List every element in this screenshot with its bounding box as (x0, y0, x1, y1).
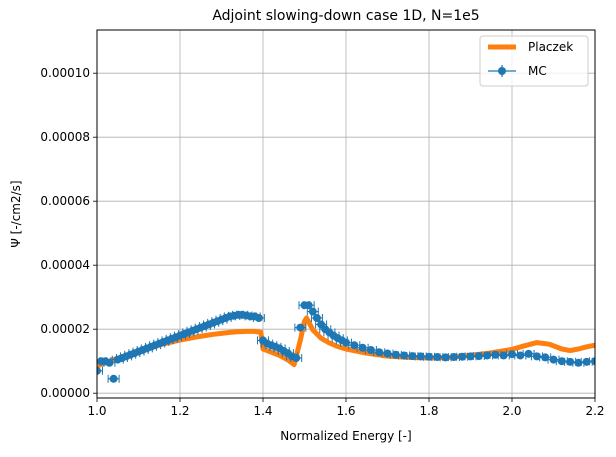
mc-point (458, 352, 467, 361)
mc-point (408, 352, 417, 361)
y-tick-label: 0.00008 (40, 130, 90, 144)
legend: Placzek MC (479, 35, 589, 87)
y-tick-label: 0.00000 (40, 386, 90, 400)
mc-point (566, 357, 575, 366)
mc-point (557, 357, 566, 366)
mc-point (308, 307, 317, 316)
mc-point (508, 350, 516, 359)
series-mc (97, 301, 595, 383)
mc-point (499, 351, 508, 360)
mc-point (582, 357, 591, 366)
legend-label-mc: MC (528, 64, 547, 78)
x-tick-label: 1.6 (336, 404, 355, 418)
mc-point (254, 314, 263, 322)
mc-point (342, 338, 350, 347)
mc-point (109, 374, 118, 383)
mc-point (449, 353, 458, 362)
chart-title: Adjoint slowing-down case 1D, N=1e5 (212, 8, 479, 24)
mc-point (491, 350, 500, 359)
mc-point (483, 351, 492, 360)
mc-point (97, 366, 101, 375)
mc-point (549, 355, 558, 364)
mc-point (433, 353, 442, 362)
mc-point (474, 352, 483, 361)
x-tick-label: 1.8 (419, 404, 438, 418)
series-layer (97, 301, 595, 383)
y-tick-label: 0.00002 (40, 322, 90, 336)
legend-swatch-mc-marker (498, 67, 506, 75)
y-axis-label: Ψ [-/cm2/s] (9, 180, 23, 247)
mc-point (416, 352, 425, 361)
y-tick-label: 0.00004 (40, 258, 90, 272)
mc-point (350, 341, 359, 350)
x-tick-label: 2.0 (502, 404, 521, 418)
mc-point (541, 353, 550, 362)
grid-layer (96, 30, 596, 398)
x-tick-label: 1.0 (87, 404, 106, 418)
tick-layer: 1.0 1.2 1.4 1.6 1.8 2.0 2.2 0.00000 0.00002 0.000… (40, 66, 604, 418)
y-tick-label: 0.00010 (40, 66, 90, 80)
mc-point (574, 358, 583, 367)
x-tick-label: 2.2 (585, 404, 604, 418)
mc-point (366, 346, 375, 354)
x-tick-label: 1.2 (170, 404, 189, 418)
mc-point (105, 358, 114, 367)
mc-point (383, 349, 392, 358)
mc-point (400, 351, 409, 360)
mc-point (441, 353, 450, 362)
mc-point (292, 354, 301, 362)
x-tick-label: 1.4 (253, 404, 272, 418)
mc-point (425, 352, 433, 361)
mc-point (312, 314, 321, 322)
mc-point (358, 343, 367, 352)
legend-label-placzek: Placzek (528, 40, 573, 54)
y-tick-label: 0.00006 (40, 194, 90, 208)
mc-point (296, 323, 305, 332)
x-axis-label: Normalized Energy [-] (280, 429, 411, 443)
mc-point (466, 352, 475, 361)
mc-point (304, 301, 313, 310)
mc-point (591, 357, 595, 366)
mc-point (516, 351, 525, 360)
mc-point (375, 348, 384, 357)
mc-point (391, 350, 400, 359)
mc-point (532, 352, 541, 361)
mc-point (524, 349, 533, 358)
